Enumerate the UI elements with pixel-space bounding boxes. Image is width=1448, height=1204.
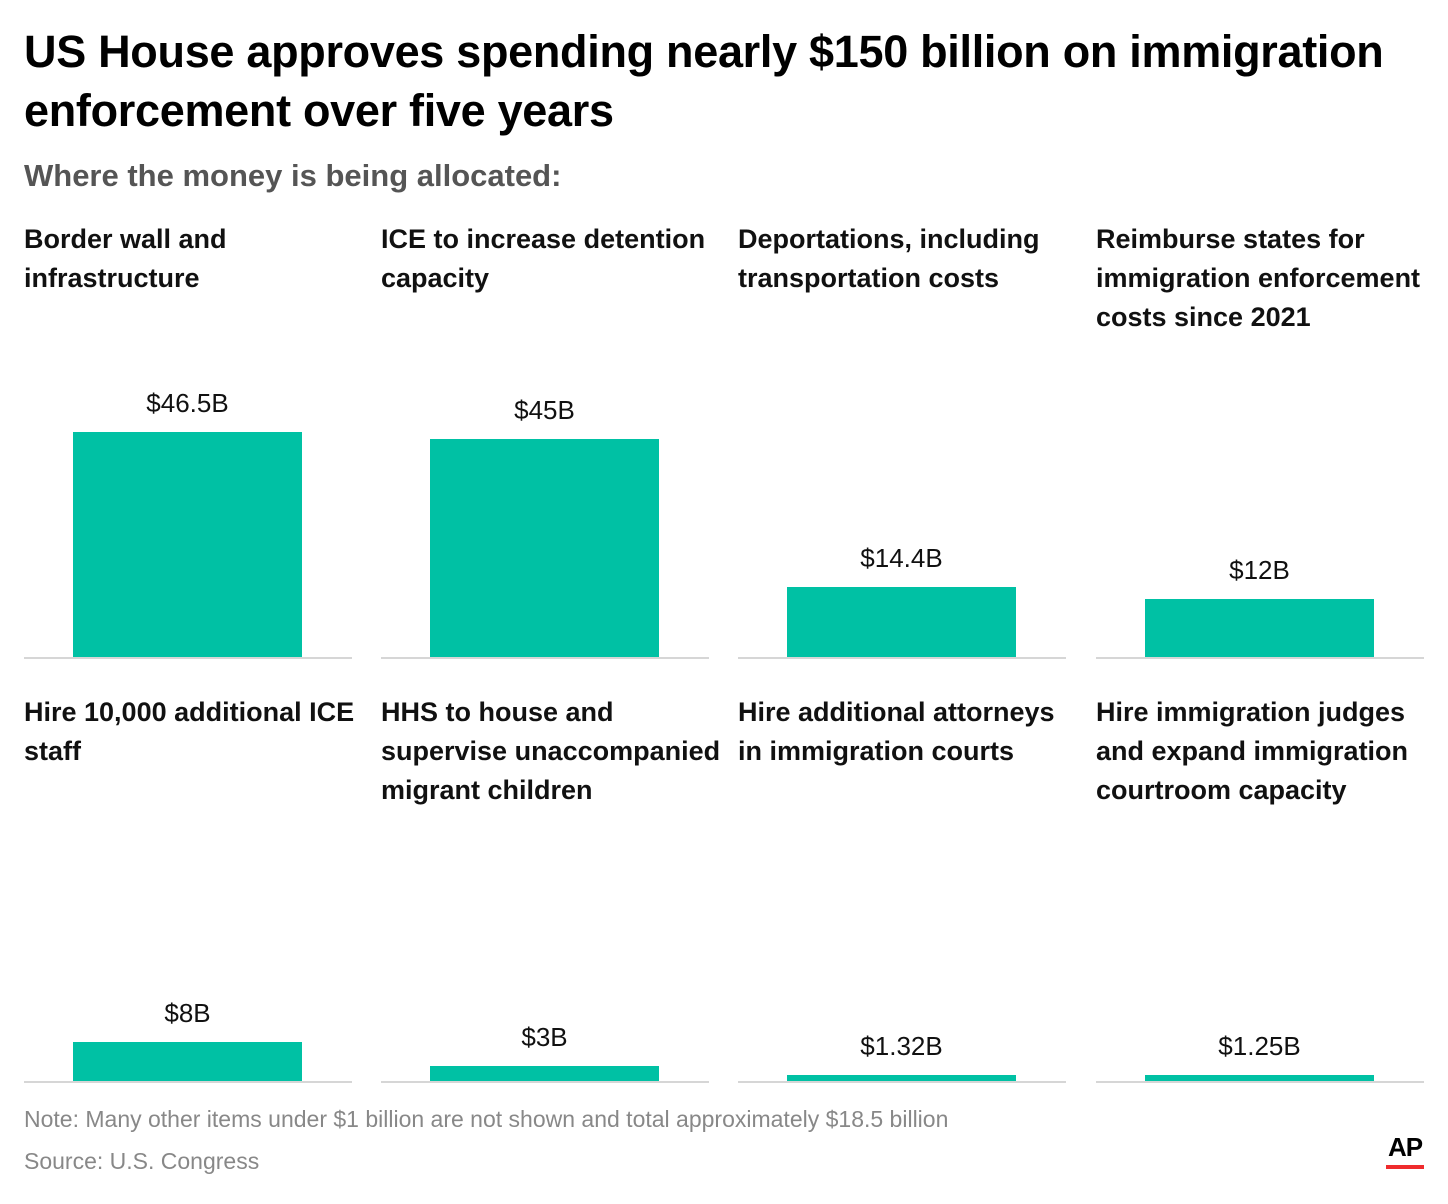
bar — [73, 1042, 302, 1081]
bar — [1145, 1074, 1374, 1081]
panel: Deportations, including transportation c… — [738, 220, 1066, 659]
baseline — [1096, 657, 1424, 659]
bar — [73, 432, 302, 657]
category-label: Reimburse states for immigration enforce… — [1096, 224, 1421, 332]
baseline — [24, 1081, 352, 1083]
baseline — [738, 657, 1066, 659]
data-label: $45B — [514, 395, 575, 426]
data-label: $46.5B — [146, 388, 229, 418]
data-label: $1.32B — [860, 1030, 943, 1061]
chart-subtitle: Where the money is being allocated: — [24, 158, 562, 193]
data-label: $3B — [521, 1022, 568, 1053]
panel: HHS to house and supervise unaccompanied… — [381, 693, 720, 1083]
bar — [787, 587, 1016, 657]
bar — [787, 1074, 1016, 1081]
baseline — [24, 657, 352, 659]
baseline — [381, 657, 709, 659]
category-label: ICE to increase detention capacity — [381, 224, 706, 293]
data-label: $8B — [164, 998, 211, 1029]
panel: Hire 10,000 additional ICE staff $8B — [24, 693, 354, 1083]
source: Source: U.S. Congress — [24, 1148, 260, 1174]
ap-logo: AP — [1386, 1134, 1424, 1169]
baseline — [381, 1081, 709, 1083]
bar — [430, 1066, 659, 1081]
data-label: $12B — [1229, 554, 1290, 585]
category-label: Hire 10,000 additional ICE staff — [24, 697, 355, 766]
data-label: $14.4B — [860, 543, 943, 574]
bar — [1145, 598, 1374, 657]
panel: Hire additional attorneys in immigration… — [738, 693, 1066, 1083]
bar — [430, 439, 659, 657]
chart-title: US House approves spending nearly $150 b… — [24, 26, 1384, 136]
category-label: Deportations, including transportation c… — [738, 224, 1040, 293]
category-label: Hire immigration judges and expand immig… — [1096, 697, 1409, 805]
baseline — [738, 1081, 1066, 1083]
ap-logo-text: AP — [1387, 1132, 1423, 1162]
category-label: HHS to house and supervise unaccompanied… — [381, 697, 721, 805]
category-label: Hire additional attorneys in immigration… — [738, 697, 1055, 766]
data-label: $1.25B — [1218, 1030, 1301, 1061]
panel: Hire immigration judges and expand immig… — [1096, 693, 1424, 1083]
category-label: Border wall and infrastructure — [24, 224, 227, 293]
panel: Reimburse states for immigration enforce… — [1096, 220, 1424, 659]
baseline — [1096, 1081, 1424, 1083]
ap-logo-underline — [1386, 1165, 1424, 1169]
panel: Border wall and infrastructure $46.5B — [24, 220, 352, 659]
note: Note: Many other items under $1 billion … — [24, 1106, 949, 1132]
panel: ICE to increase detention capacity $45B — [381, 220, 709, 659]
